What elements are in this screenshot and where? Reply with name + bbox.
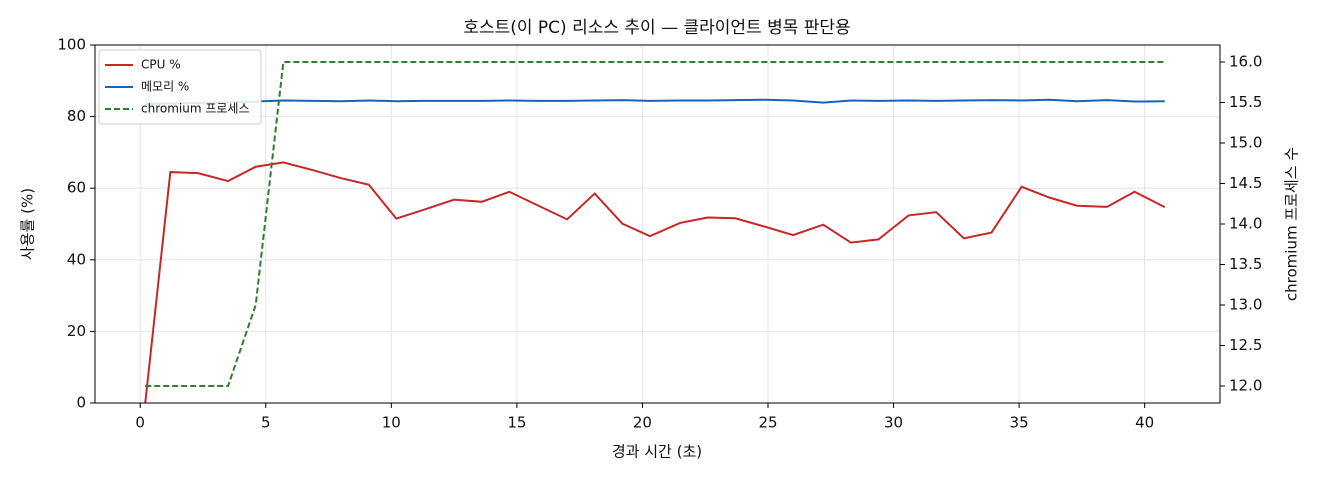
y2-tick-label: 12.0 xyxy=(1229,376,1262,394)
chart-title: 호스트(이 PC) 리소스 추이 — 클라이언트 병목 판단용 xyxy=(463,18,850,38)
data-line xyxy=(145,61,1165,387)
x-tick-label: 20 xyxy=(633,414,652,432)
y-tick-label: 20 xyxy=(67,322,86,340)
x-tick-label: 25 xyxy=(758,414,777,432)
legend-frame xyxy=(98,49,262,125)
y2-tick-label: 15.5 xyxy=(1229,93,1262,111)
y2-tick-label: 13.5 xyxy=(1229,255,1262,273)
x-tick-label: 15 xyxy=(507,414,526,432)
plot-frame xyxy=(94,44,1221,404)
legend-label: chromium 프로세스 xyxy=(141,102,250,116)
x-tick-label: 40 xyxy=(1135,414,1154,432)
y-tick-label: 80 xyxy=(67,107,86,125)
legend-label: CPU % xyxy=(141,58,181,72)
y2-axis-label: chromium 프로세스 수 xyxy=(1283,147,1301,301)
y2-tick-label: 12.5 xyxy=(1229,336,1262,354)
y2-tick-label: 14.0 xyxy=(1229,215,1262,233)
y-axis-label: 사용률 (%) xyxy=(19,188,37,260)
x-tick-label: 10 xyxy=(382,414,401,432)
x-tick-label: 35 xyxy=(1010,414,1029,432)
x-tick-label: 5 xyxy=(261,414,271,432)
x-tick-label: 30 xyxy=(884,414,903,432)
y-tick-label: 100 xyxy=(57,36,86,54)
data-line xyxy=(145,98,1165,106)
x-tick-label: 0 xyxy=(135,414,145,432)
x-axis-label: 경과 시간 (초) xyxy=(612,443,702,461)
y-tick-label: 0 xyxy=(76,394,86,412)
y2-tick-label: 13.0 xyxy=(1229,295,1262,313)
legend: CPU % 메모리 % chromium 프로세스 xyxy=(98,49,262,125)
legend-label: 메모리 % xyxy=(141,80,189,94)
y2-tick-label: 16.0 xyxy=(1229,53,1262,71)
data-line xyxy=(144,161,1166,404)
y2-tick-label: 14.5 xyxy=(1229,174,1262,192)
y-tick-label: 60 xyxy=(67,179,86,197)
y2-tick-label: 15.0 xyxy=(1229,134,1262,152)
y-tick-label: 40 xyxy=(67,250,86,268)
